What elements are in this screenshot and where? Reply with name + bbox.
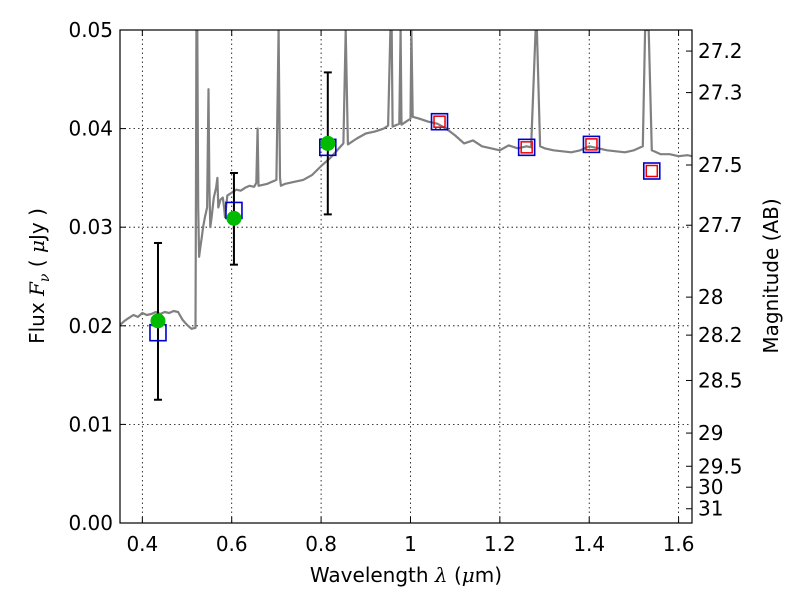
x-axis-label: Wavelength λ (μm) [310, 563, 502, 587]
magnitude-tick-label: 27.2 [698, 39, 743, 63]
plot-area [120, 30, 692, 401]
x-tick-label: 1.4 [573, 532, 605, 556]
plot-frame [119, 29, 693, 524]
y-axis-ticks: 0.00 0.01 0.02 0.03 0.04 0.05 [68, 18, 126, 535]
error-bars [153, 71, 332, 401]
magnitude-tick-label: 30 [698, 475, 723, 499]
model-point-blue [430, 112, 449, 131]
model-point-blue [642, 162, 661, 180]
x-tick-label: 1.6 [663, 532, 695, 556]
model-point-red [520, 141, 533, 154]
y-tick-label: 0.01 [68, 412, 113, 436]
magnitude-tick-label: 27.7 [698, 213, 743, 237]
magnitude-tick-label: 28.5 [698, 368, 743, 392]
x-tick-label: 1 [404, 532, 417, 556]
x-tick-label: 1.2 [484, 532, 516, 556]
magnitude-tick-label: 29 [698, 421, 723, 445]
model-point-red [585, 138, 598, 151]
x-axis-ticks: 0.4 0.6 0.8 1 1.2 1.4 1.6 [126, 30, 695, 556]
x-tick-label: 0.4 [126, 532, 158, 556]
y-tick-label: 0.02 [68, 314, 113, 338]
model-point-red [433, 115, 446, 128]
y-tick-label: 0.05 [68, 18, 113, 42]
magnitude-tick-label: 27.3 [698, 81, 743, 105]
x-tick-label: 0.8 [305, 532, 337, 556]
model-point-blue [517, 138, 536, 157]
model-point-red [645, 164, 659, 178]
sed-model-line [120, 30, 692, 330]
magnitude-tick-label: 28.2 [698, 323, 743, 347]
observed-point [320, 135, 336, 151]
observed-point [226, 210, 242, 226]
model-photometry-red [433, 115, 659, 178]
grid-lines [120, 29, 692, 524]
y-tick-label: 0.00 [68, 511, 113, 535]
magnitude-tick-label: 29.5 [698, 454, 743, 478]
magnitude-axis-label: Magnitude (AB) [759, 198, 783, 353]
magnitude-tick-label: 28 [698, 285, 723, 309]
x-tick-label: 0.6 [216, 532, 248, 556]
y-tick-label: 0.03 [68, 215, 113, 239]
y-axis-label: Flux Fν ( μJy ) [25, 208, 53, 344]
model-point-blue [582, 135, 601, 154]
magnitude-tick-label: 27.5 [698, 153, 743, 177]
magnitude-tick-label: 31 [698, 497, 723, 521]
y-tick-label: 0.04 [68, 117, 113, 141]
observed-photometry [150, 135, 336, 329]
observed-point [150, 313, 166, 329]
